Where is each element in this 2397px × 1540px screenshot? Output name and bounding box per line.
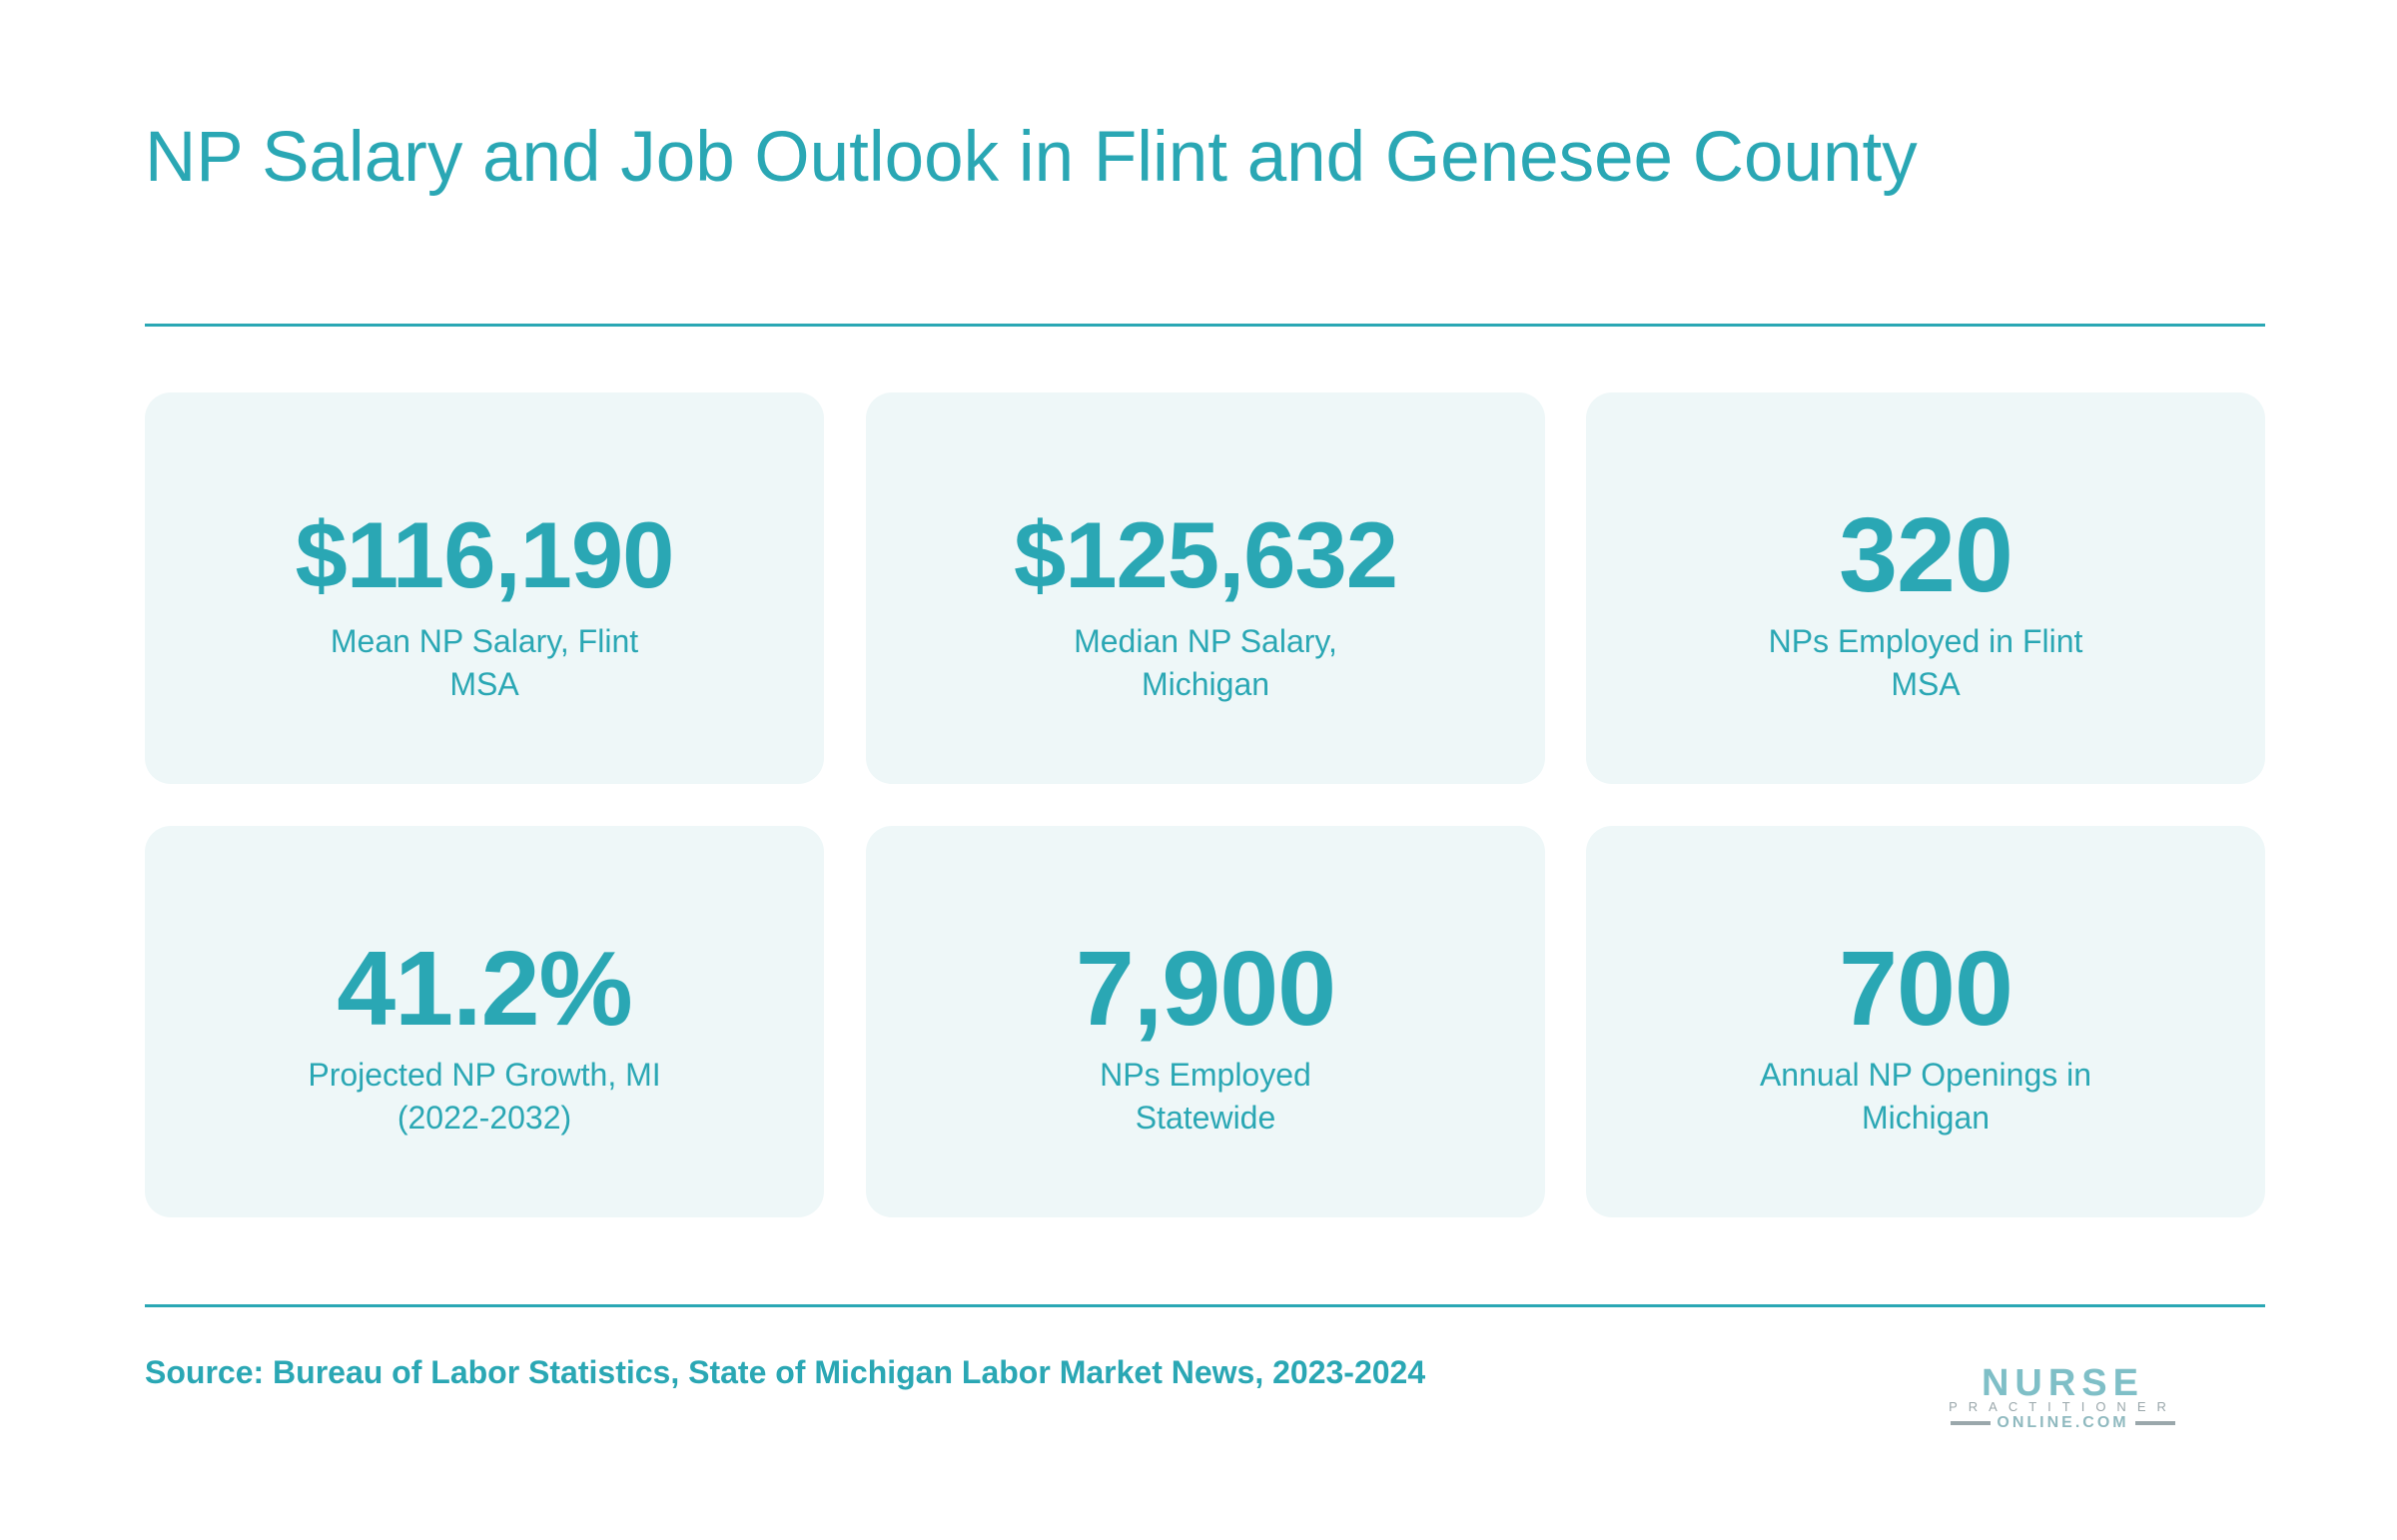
stat-card-median-salary: $125,632 Median NP Salary, Michigan [866, 392, 1545, 784]
logo-bar-right [2134, 1421, 2175, 1425]
stat-card-annual-openings: 700 Annual NP Openings in Michigan [1586, 826, 2265, 1217]
logo-line-3-row: ONLINE.COM [1951, 1414, 2175, 1431]
stat-card-statewide-employed: 7,900 NPs Employed Statewide [866, 826, 1545, 1217]
stat-value: $116,190 [295, 502, 675, 607]
logo-line-1: NURSE [1981, 1362, 2145, 1404]
logo-line-3: ONLINE.COM [1997, 1414, 2129, 1431]
stat-label: NPs Employed in Flint MSA [1768, 623, 2083, 702]
nurse-practitioner-online-logo: NURSE PRACTITIONER ONLINE.COM [1916, 1362, 2210, 1431]
stat-value: 41.2% [337, 930, 633, 1048]
stat-card-mean-salary: $116,190 Mean NP Salary, Flint MSA [145, 392, 824, 784]
stat-value: 320 [1839, 496, 2013, 614]
stat-card-projected-growth: 41.2% Projected NP Growth, MI (2022-2032… [145, 826, 824, 1217]
stat-label: Mean NP Salary, Flint MSA [330, 623, 639, 702]
logo-bar-left [1951, 1421, 1992, 1425]
stat-value: $125,632 [1013, 502, 1398, 607]
logo-line-2: PRACTITIONER [1949, 1399, 2177, 1414]
stat-card-flint-employed: 320 NPs Employed in Flint MSA [1586, 392, 2265, 784]
page-title: NP Salary and Job Outlook in Flint and G… [145, 118, 1918, 197]
stat-label: Projected NP Growth, MI (2022-2032) [308, 1057, 661, 1136]
source-note: Source: Bureau of Labor Statistics, Stat… [145, 1354, 1426, 1390]
top-divider [145, 324, 2265, 327]
stat-label: NPs Employed Statewide [1100, 1057, 1311, 1136]
bottom-divider [145, 1304, 2265, 1307]
stat-value: 700 [1839, 930, 2013, 1048]
stat-label: Annual NP Openings in Michigan [1759, 1057, 2092, 1136]
stat-value: 7,900 [1075, 930, 1336, 1048]
stat-label: Median NP Salary, Michigan [1074, 623, 1337, 702]
